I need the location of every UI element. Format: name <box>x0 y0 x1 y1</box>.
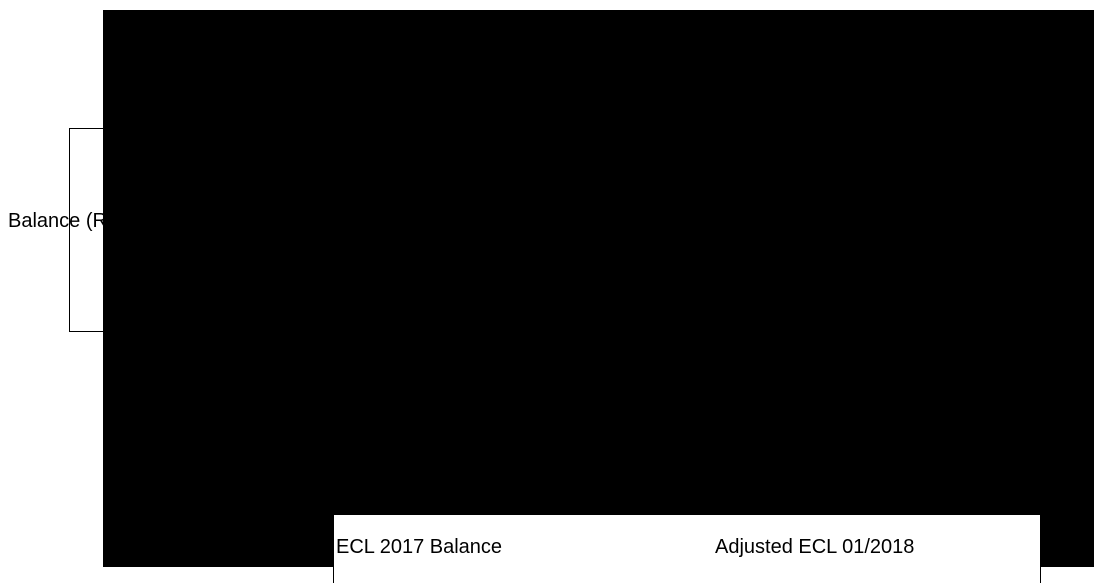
x-axis-category-box: ECL 2017 Balance Adjusted ECL 01/2018 <box>333 514 1041 583</box>
y-axis-label: Balance (R$ <box>8 210 119 232</box>
y-axis-label-box <box>69 128 146 332</box>
redacted-plot-area <box>103 10 1094 567</box>
x-category-label: ECL 2017 Balance <box>336 536 503 558</box>
x-category-label: Adjusted ECL 01/2018 <box>715 536 915 558</box>
